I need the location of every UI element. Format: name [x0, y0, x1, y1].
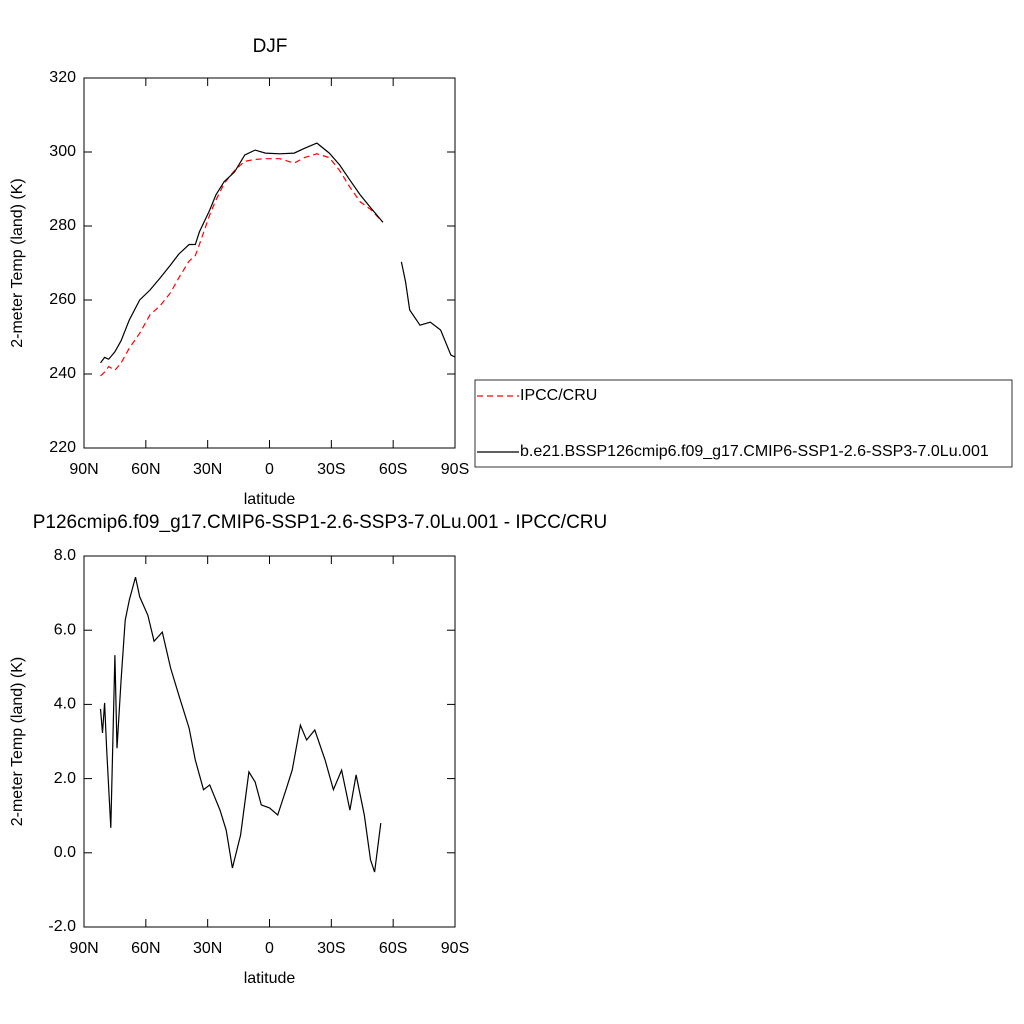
x-axis-label: latitude	[244, 491, 296, 508]
chart-title: P126cmip6.f09_g17.CMIP6-SSP1-2.6-SSP3-7.…	[33, 512, 608, 533]
x-tick-label: 30N	[193, 940, 222, 957]
plot-frame	[83, 555, 456, 928]
x-axis-label: latitude	[244, 970, 296, 987]
y-axis-label: 2-meter Temp (land) (K)	[9, 178, 26, 348]
x-tick-label: 30S	[317, 940, 345, 957]
y-tick-label: 300	[49, 143, 76, 160]
x-tick-label: 0	[265, 461, 274, 478]
chart-title: DJF	[253, 36, 288, 57]
x-tick-label: 30S	[317, 461, 345, 478]
plot-frame	[83, 77, 456, 449]
y-tick-label: 8.0	[54, 547, 76, 564]
x-tick-label: 90S	[441, 461, 469, 478]
x-tick-label: 60N	[131, 461, 160, 478]
x-tick-label: 90N	[69, 940, 98, 957]
legend-label: IPCC/CRU	[520, 387, 597, 404]
y-tick-label: 6.0	[54, 621, 76, 638]
x-tick-label: 90S	[441, 940, 469, 957]
legend-box	[474, 379, 1013, 468]
y-tick-label: 260	[49, 291, 76, 308]
x-tick-label: 60N	[131, 940, 160, 957]
y-tick-label: 240	[49, 365, 76, 382]
y-tick-label: 320	[49, 69, 76, 86]
y-tick-label: 2.0	[54, 770, 76, 787]
y-axis-label: 2-meter Temp (land) (K)	[9, 657, 26, 827]
y-tick-label: -2.0	[48, 918, 76, 935]
y-tick-label: 0.0	[54, 844, 76, 861]
x-tick-label: 60S	[379, 461, 407, 478]
x-tick-label: 0	[265, 940, 274, 957]
x-tick-label: 30N	[193, 461, 222, 478]
y-tick-label: 280	[49, 217, 76, 234]
legend-label: b.e21.BSSP126cmip6.f09_g17.CMIP6-SSP1-2.…	[520, 443, 989, 460]
x-tick-label: 60S	[379, 940, 407, 957]
data-line	[99, 576, 382, 873]
y-tick-label: 4.0	[54, 696, 76, 713]
data-line	[100, 142, 456, 364]
data-line	[100, 153, 384, 377]
x-tick-label: 90N	[69, 461, 98, 478]
y-tick-label: 220	[49, 439, 76, 456]
